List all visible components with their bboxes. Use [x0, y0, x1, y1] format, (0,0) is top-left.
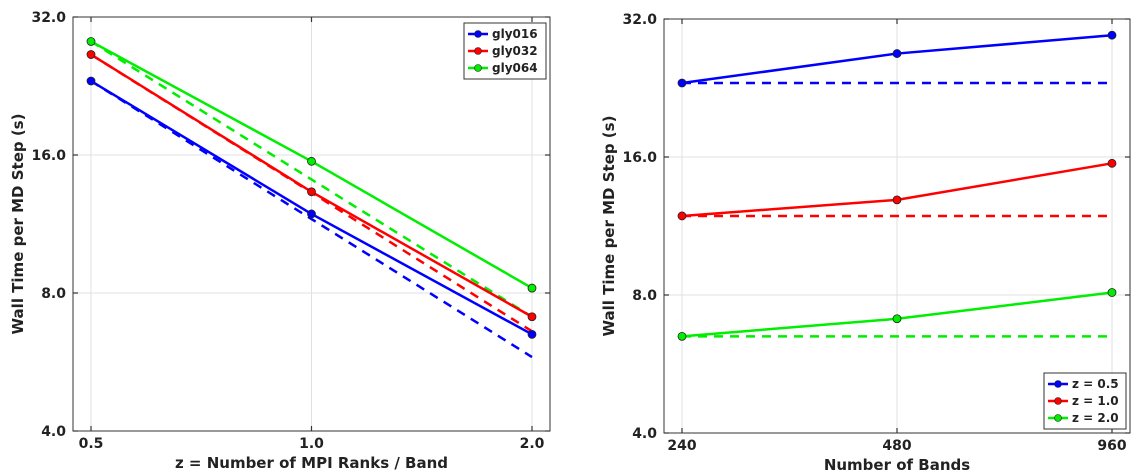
- legend-marker: [474, 30, 482, 38]
- legend-label: z = 2.0: [1072, 411, 1119, 425]
- data-point: [677, 331, 687, 341]
- x-axis-label: Number of Bands: [824, 456, 970, 474]
- y-tick-label: 4.0: [632, 426, 657, 442]
- legend-marker: [1054, 380, 1062, 388]
- data-point: [677, 78, 687, 88]
- data-point: [1107, 288, 1117, 297]
- x-axis-label: z = Number of MPI Ranks / Band: [175, 454, 448, 472]
- x-tick-label: 960: [1097, 438, 1126, 454]
- legend-marker: [474, 64, 482, 72]
- data-point: [892, 314, 902, 324]
- wall-time-vs-bands-chart: 240 480 960 4.0 8.0 16.0 32.0 Number of Bands Wa…: [600, 12, 1131, 474]
- y-tick-label: 32.0: [622, 12, 657, 28]
- data-point: [527, 283, 537, 293]
- data-point: [1107, 30, 1117, 40]
- y-axis-label: Wall Time per MD Step (s): [9, 114, 27, 335]
- x-tick-label: 2.0: [520, 436, 545, 452]
- x-tick-label: 480: [882, 438, 911, 454]
- y-tick-label: 16.0: [622, 150, 657, 166]
- legend-marker: [1054, 397, 1062, 405]
- data-point: [86, 37, 96, 46]
- x-tick-label: 1.0: [299, 436, 324, 452]
- data-point: [1107, 158, 1117, 168]
- data-point: [527, 312, 537, 322]
- legend: z = 0.5 z = 1.0 z = 2.0: [1043, 372, 1127, 430]
- data-point: [677, 211, 687, 221]
- wall-time-vs-ranks-chart: 0.5 1.0 2.0 4.0 8.0 16.0 32.0 z = Number of MPI…: [9, 10, 551, 472]
- ideal-line: [90, 79, 533, 359]
- data-point: [307, 156, 316, 166]
- legend: gly016 gly032 gly064: [463, 22, 547, 80]
- data-point: [307, 209, 316, 219]
- data-point: [892, 195, 902, 205]
- y-tick-label: 16.0: [31, 148, 66, 164]
- legend-label: gly016: [492, 27, 538, 41]
- y-tick-label: 4.0: [41, 424, 66, 440]
- y-tick-label: 32.0: [31, 10, 66, 26]
- x-tick-label: 240: [667, 438, 696, 454]
- data-point: [86, 76, 96, 86]
- legend-marker: [1054, 414, 1062, 422]
- y-tick-label: 8.0: [41, 286, 66, 302]
- legend-label: gly032: [492, 44, 538, 58]
- legend-label: z = 0.5: [1072, 377, 1119, 391]
- data-point: [307, 187, 316, 197]
- legend-label: z = 1.0: [1072, 394, 1119, 408]
- data-point: [892, 49, 902, 58]
- x-tick-label: 0.5: [79, 436, 104, 452]
- data-point: [86, 50, 96, 59]
- legend-marker: [474, 47, 482, 55]
- y-axis-label: Wall Time per MD Step (s): [600, 116, 618, 337]
- legend-label: gly064: [492, 61, 538, 75]
- ideal-line: [90, 40, 533, 318]
- data-point: [527, 329, 537, 339]
- y-tick-label: 8.0: [632, 288, 657, 304]
